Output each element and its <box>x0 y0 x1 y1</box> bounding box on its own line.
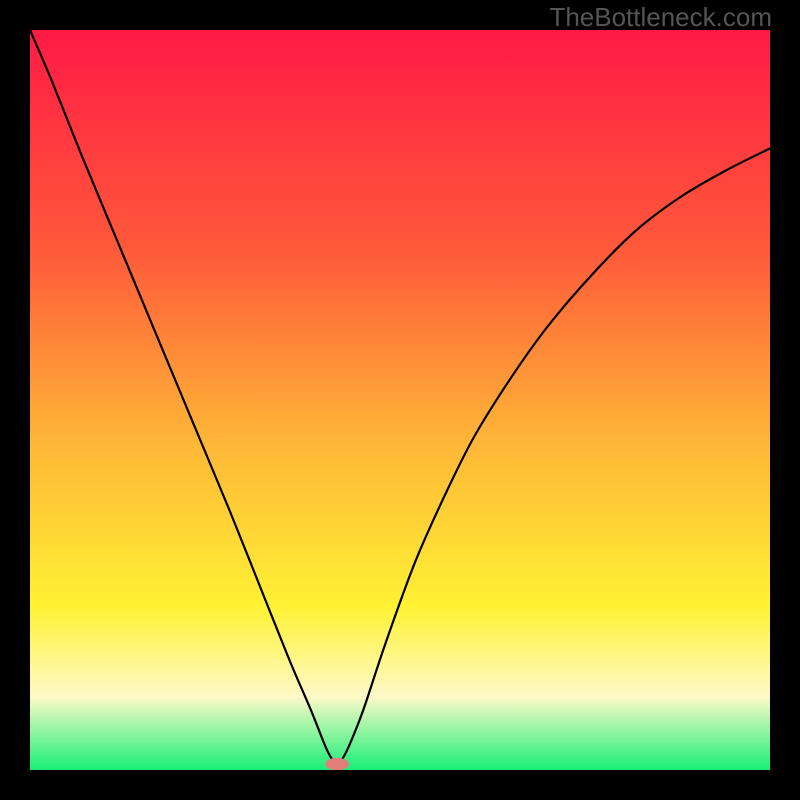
vertex-marker <box>325 758 349 770</box>
curve-left-branch <box>30 30 337 764</box>
chart-frame: TheBottleneck.com <box>0 0 800 800</box>
plot-area <box>30 30 770 770</box>
curve-svg <box>30 30 770 770</box>
watermark-text: TheBottleneck.com <box>549 2 772 33</box>
curve-right-branch <box>337 148 770 764</box>
